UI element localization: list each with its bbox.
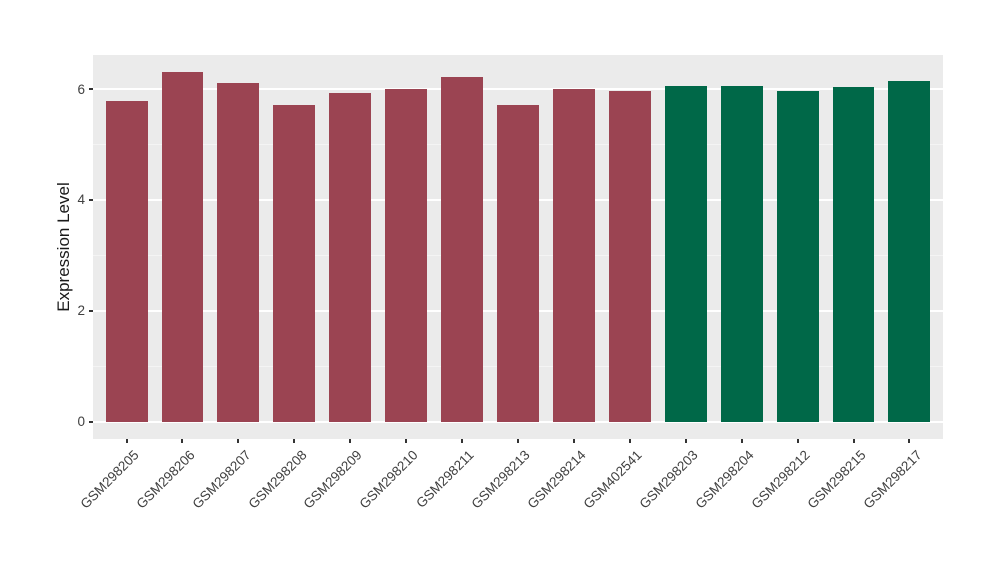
grid-major-line [93, 88, 943, 91]
y-tick-mark [89, 88, 93, 91]
x-tick-label: GSM298209 [300, 447, 366, 512]
x-tick-label: GSM298206 [133, 447, 198, 512]
x-tick-label: GSM298210 [356, 447, 422, 512]
x-tick-mark [796, 439, 799, 443]
bar-GSM298215 [832, 87, 875, 422]
y-tick-mark [89, 420, 93, 423]
x-tick-label: GSM298213 [468, 447, 533, 512]
bar-GSM298207 [217, 82, 260, 422]
bar-GSM298205 [105, 100, 148, 422]
bar-GSM298203 [664, 86, 707, 422]
x-tick-mark [628, 439, 631, 443]
x-tick-label: GSM298207 [189, 447, 254, 512]
y-tick-label: 4 [77, 192, 85, 208]
x-tick-label: GSM298214 [524, 447, 589, 512]
y-tick-label: 0 [77, 414, 85, 430]
y-axis-title: Expression Level [54, 182, 73, 312]
x-tick-mark [125, 439, 128, 443]
x-tick-label: GSM298204 [692, 447, 757, 512]
x-tick-label: GSM298205 [77, 447, 142, 512]
x-tick-mark [293, 439, 296, 443]
grid-major-line [93, 420, 943, 423]
bar-GSM402541 [608, 90, 651, 422]
x-tick-label: GSM298203 [636, 447, 701, 512]
bar-GSM298210 [385, 89, 428, 422]
x-tick-label: GSM402541 [580, 447, 645, 512]
x-tick-mark [237, 439, 240, 443]
x-tick-mark [461, 439, 464, 443]
x-tick-mark [684, 439, 687, 443]
bar-GSM298217 [888, 81, 931, 422]
bar-GSM298212 [776, 90, 819, 422]
x-tick-label: GSM298215 [804, 447, 869, 512]
x-tick-mark [181, 439, 184, 443]
x-tick-mark [740, 439, 743, 443]
y-tick-mark [89, 198, 93, 201]
x-tick-mark [517, 439, 519, 443]
x-tick-label: GSM298217 [860, 447, 925, 512]
x-tick-label: GSM298212 [748, 447, 813, 512]
bar-GSM298206 [161, 72, 204, 422]
x-tick-mark [852, 439, 855, 443]
y-tick-mark [89, 309, 93, 312]
bar-GSM298214 [552, 89, 595, 422]
bar-GSM298208 [273, 104, 316, 422]
x-tick-label: GSM298208 [245, 447, 310, 512]
bar-GSM298204 [720, 86, 763, 422]
x-tick-mark [908, 439, 911, 443]
bar-GSM298209 [329, 92, 372, 422]
bar-GSM298213 [497, 104, 539, 422]
y-tick-label: 6 [77, 81, 85, 97]
y-tick-label: 2 [77, 303, 85, 319]
x-tick-mark [349, 439, 352, 443]
x-tick-mark [405, 439, 408, 443]
bar-GSM298211 [441, 76, 484, 422]
x-tick-mark [572, 439, 575, 443]
x-tick-label: GSM298211 [413, 447, 477, 511]
